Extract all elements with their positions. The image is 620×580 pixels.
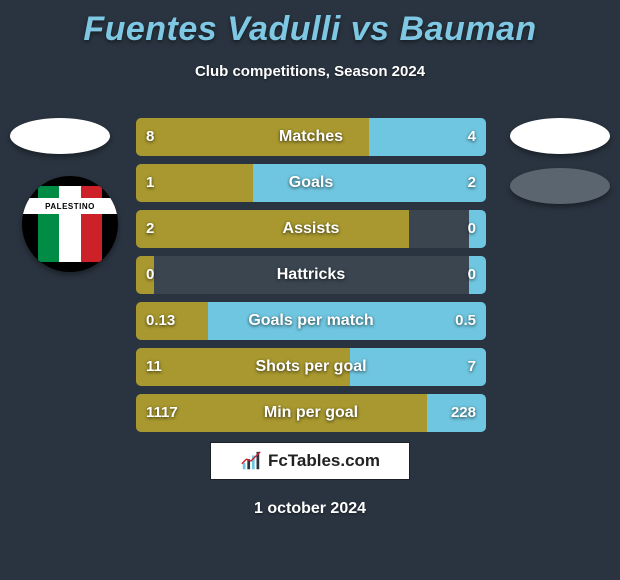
stat-value-right: 7 [468, 348, 476, 386]
comparison-bars: 84Matches12Goals20Assists00Hattricks0.13… [136, 118, 486, 440]
stat-value-left: 0 [146, 256, 154, 294]
stat-label: Goals [136, 164, 486, 202]
stat-value-left: 1 [146, 164, 154, 202]
stat-label: Shots per goal [136, 348, 486, 386]
brand-badge: FcTables.com [210, 442, 410, 480]
stat-row: 8 4Matches [136, 118, 486, 156]
stat-label: Goals per match [136, 302, 486, 340]
stat-value-right: 4 [468, 118, 476, 156]
stat-value-left: 0.13 [146, 302, 175, 340]
stat-row: 11 7Shots per goal [136, 348, 486, 386]
stat-row: 0.13 0.5Goals per match [136, 302, 486, 340]
stat-row: 0 0Hattricks [136, 256, 486, 294]
stat-value-right: 0 [468, 256, 476, 294]
stat-label: Matches [136, 118, 486, 156]
stat-row: 2 0Assists [136, 210, 486, 248]
stat-row: 1117 228Min per goal [136, 394, 486, 432]
stat-row: 1 2Goals [136, 164, 486, 202]
team-a-badge-text: PALESTINO [22, 198, 118, 214]
team-b-logo-2 [510, 168, 610, 204]
chart-icon [240, 450, 262, 472]
stat-label: Hattricks [136, 256, 486, 294]
stat-value-right: 0 [468, 210, 476, 248]
stat-value-right: 228 [451, 394, 476, 432]
footer-date: 1 october 2024 [0, 500, 620, 518]
team-a-logo-1 [10, 118, 110, 154]
stat-label: Min per goal [136, 394, 486, 432]
team-a-logo-2: PALESTINO [22, 176, 118, 272]
stat-value-left: 11 [146, 348, 162, 386]
page-subtitle: Club competitions, Season 2024 [0, 63, 620, 80]
page-title: Fuentes Vadulli vs Bauman [0, 0, 620, 49]
stat-value-left: 8 [146, 118, 154, 156]
stat-label: Assists [136, 210, 486, 248]
stat-value-left: 2 [146, 210, 154, 248]
team-b-logo-1 [510, 118, 610, 154]
stat-value-right: 0.5 [455, 302, 476, 340]
stat-value-left: 1117 [146, 394, 178, 432]
brand-text: FcTables.com [268, 451, 380, 471]
stat-value-right: 2 [468, 164, 476, 202]
